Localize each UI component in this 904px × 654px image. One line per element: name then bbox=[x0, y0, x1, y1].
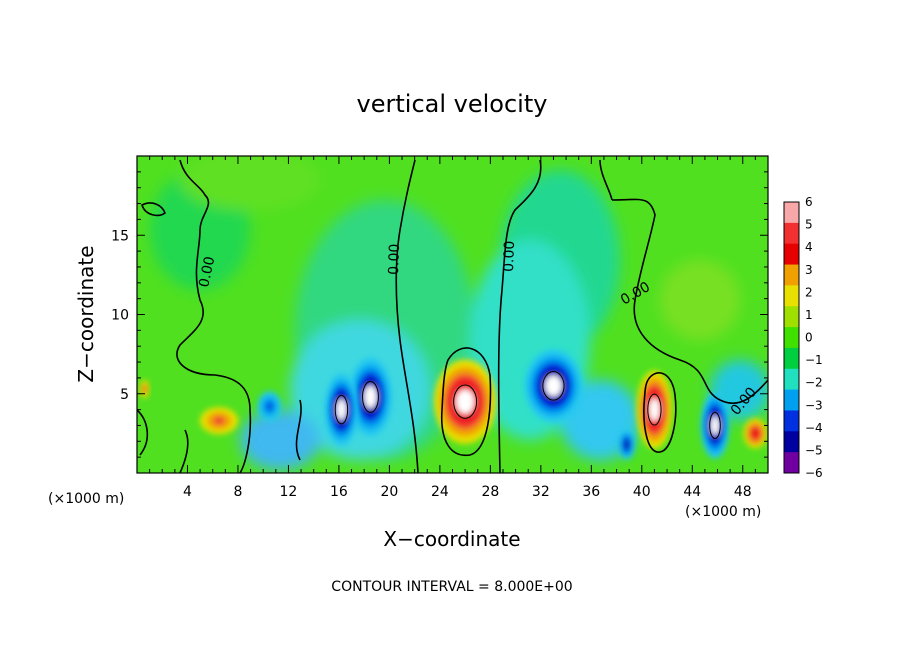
cell-core-contour bbox=[453, 384, 478, 419]
cell-ring bbox=[710, 415, 720, 436]
heatmap-field bbox=[137, 156, 768, 473]
cell-ring bbox=[364, 385, 377, 409]
colorbar-swatch bbox=[784, 264, 799, 286]
cell-downdraft bbox=[618, 429, 636, 460]
zero-contour bbox=[137, 409, 149, 456]
colorbar-swatch bbox=[784, 389, 799, 411]
cell-ring bbox=[213, 416, 225, 425]
cell-downdraft bbox=[324, 373, 359, 446]
cell-ring bbox=[624, 440, 630, 449]
zero-contour bbox=[295, 399, 302, 461]
cell-core-contour bbox=[362, 380, 379, 413]
colorbar-label: −1 bbox=[805, 353, 823, 367]
cell-updraft bbox=[433, 359, 497, 444]
cell-ring bbox=[456, 389, 475, 414]
cell-downdraft bbox=[348, 357, 393, 437]
colorbar-swatch bbox=[784, 306, 799, 328]
colorbar-swatch bbox=[784, 222, 799, 245]
colorbar-label: −5 bbox=[805, 443, 823, 457]
colorbar-label: 4 bbox=[805, 240, 813, 254]
colorbar-label: −6 bbox=[805, 466, 823, 480]
colorbar-label: 2 bbox=[805, 285, 813, 299]
zero-contour bbox=[179, 429, 189, 473]
contour-label: 0.00 bbox=[501, 240, 518, 272]
x-tick-label: 16 bbox=[330, 484, 348, 500]
colorbar-frame bbox=[783, 201, 800, 474]
cell-ring bbox=[143, 386, 146, 392]
x-tick-label: 20 bbox=[380, 484, 398, 500]
y-tick-label: 10 bbox=[111, 308, 129, 324]
x-axis-label: X−coordinate bbox=[383, 527, 520, 551]
y-tick-label: 15 bbox=[111, 228, 129, 244]
colorbar-label: 3 bbox=[805, 263, 813, 277]
cell-core-contour bbox=[709, 411, 721, 440]
cell-ring bbox=[545, 375, 562, 397]
zero-contour bbox=[395, 159, 419, 473]
x-tick-label: 12 bbox=[280, 484, 298, 500]
field-blob bbox=[660, 260, 740, 340]
zero-contour bbox=[176, 159, 252, 473]
cell-core-contour bbox=[334, 394, 349, 425]
colorbar-label: 6 bbox=[805, 195, 813, 209]
contour-label: 0.00 bbox=[386, 243, 403, 275]
colorbar-swatch bbox=[784, 202, 799, 224]
zero-contour bbox=[141, 202, 166, 217]
field-blobs bbox=[150, 156, 768, 470]
x-tick-label: 40 bbox=[633, 484, 651, 500]
colorbar-label: −3 bbox=[805, 398, 823, 412]
x-tick-label: 4 bbox=[183, 484, 192, 500]
zero-contour bbox=[440, 347, 492, 457]
cell-ring bbox=[336, 399, 347, 421]
x-tick-label: 44 bbox=[683, 484, 701, 500]
colorbar-swatch bbox=[784, 431, 799, 453]
cell-ring bbox=[751, 429, 759, 438]
cell-downdraft bbox=[257, 391, 282, 422]
field-blob bbox=[240, 410, 320, 470]
x-tick-label: 32 bbox=[532, 484, 550, 500]
chart-title: vertical velocity bbox=[357, 90, 548, 118]
colorbar: 6 5 4 3 2 1 0 −1 −2 −3 −4 −5 −6 bbox=[783, 195, 823, 480]
colorbar-label: 5 bbox=[805, 218, 813, 232]
cell-updraft bbox=[636, 370, 673, 449]
x-tick-label: 48 bbox=[734, 484, 752, 500]
colorbar-label: −2 bbox=[805, 376, 823, 390]
zero-contours bbox=[137, 159, 768, 473]
colorbar-swatch bbox=[784, 327, 799, 349]
cell-core-contour bbox=[542, 371, 565, 401]
colorbar-swatch bbox=[784, 410, 799, 432]
cell-updraft bbox=[139, 379, 150, 399]
colorbar-swatch bbox=[784, 452, 799, 474]
colorbar-label: −4 bbox=[805, 421, 823, 435]
y-axis-label: Z−coordinate bbox=[74, 245, 98, 382]
zero-contour bbox=[643, 372, 677, 453]
contour-label: 0.00 bbox=[196, 255, 218, 289]
cell-core-contour bbox=[647, 393, 662, 426]
zero-contour bbox=[497, 159, 542, 473]
zero-contour bbox=[599, 159, 768, 405]
cell-ring bbox=[649, 398, 660, 421]
y-tick-label: 5 bbox=[120, 387, 129, 403]
x-tick-label: 24 bbox=[431, 484, 449, 500]
x-tick-label: 36 bbox=[582, 484, 600, 500]
field-blob bbox=[180, 156, 320, 210]
colorbar-swatch bbox=[784, 347, 799, 370]
colorbar-swatch bbox=[784, 243, 799, 266]
colorbar-label: 0 bbox=[805, 331, 813, 345]
contour-interval-note: CONTOUR INTERVAL = 8.000E+00 bbox=[331, 579, 572, 595]
cell-downdraft bbox=[700, 392, 730, 459]
x-tick-label: 8 bbox=[233, 484, 242, 500]
colorbar-swatch bbox=[784, 285, 799, 307]
colorbar-label: 1 bbox=[805, 308, 813, 322]
cell-ring bbox=[266, 402, 273, 411]
x-unit-left: (×1000 m) bbox=[48, 491, 124, 507]
cell-updraft bbox=[743, 418, 768, 449]
colorbar-swatch bbox=[784, 368, 799, 391]
x-tick-label: 28 bbox=[481, 484, 499, 500]
x-unit-right: (×1000 m) bbox=[685, 504, 761, 520]
cell-updraft bbox=[199, 407, 239, 435]
cell-downdraft bbox=[524, 349, 583, 422]
